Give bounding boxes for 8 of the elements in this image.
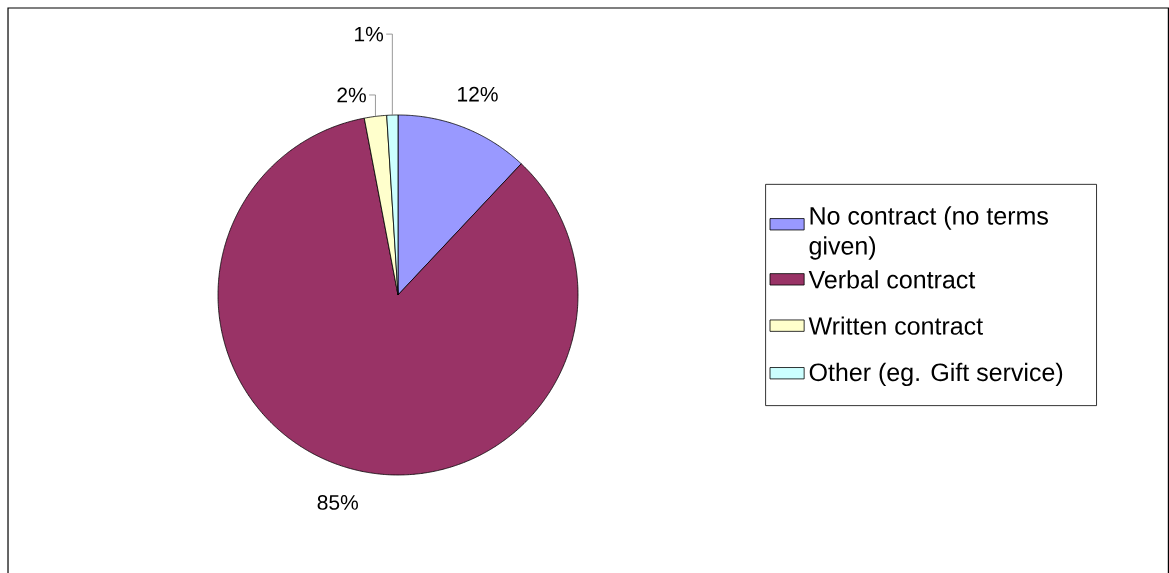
data-label: 12%	[458, 86, 498, 102]
data-label: 85%	[317, 495, 358, 510]
legend-label: Written contract	[808, 316, 983, 335]
data-label: 1%	[355, 26, 384, 42]
legend-label: Other (eg. Gift service)	[809, 362, 1063, 387]
legend-label: No contract (no terms given)	[809, 206, 1048, 260]
legend-label: Verbal contract	[808, 270, 976, 289]
data-label: 2%	[337, 87, 366, 103]
